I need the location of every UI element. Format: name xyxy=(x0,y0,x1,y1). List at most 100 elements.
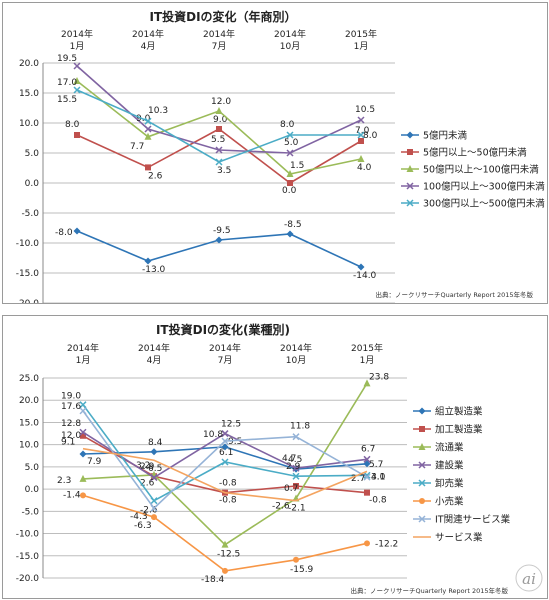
data-point xyxy=(80,492,86,499)
data-label: 2.7 xyxy=(351,474,365,484)
y-tick-label: 0.0 xyxy=(25,179,40,189)
data-label: -4.3 xyxy=(130,512,148,522)
data-point xyxy=(286,131,294,139)
data-point xyxy=(357,116,365,124)
data-label: 12.0 xyxy=(61,431,81,441)
x-category-label: 2015年 1月 xyxy=(351,342,383,366)
data-point xyxy=(144,117,152,125)
y-tick-label: -15.0 xyxy=(16,552,40,562)
legend-marker xyxy=(418,461,426,469)
data-point xyxy=(286,170,294,177)
y-tick-label: 0.0 xyxy=(25,485,40,495)
data-point xyxy=(293,483,299,489)
data-label: 2.6 xyxy=(148,171,163,181)
data-label: -0.8 xyxy=(219,496,237,506)
data-label: -2.6 xyxy=(272,502,290,512)
data-point xyxy=(293,556,299,563)
data-point xyxy=(287,180,293,186)
data-label: -0.8 xyxy=(219,479,237,489)
data-label: 9.1 xyxy=(61,438,75,448)
x-category-label: 2014年 10月 xyxy=(280,342,312,366)
chart-by-revenue: IT投資DIの変化（年商別） 20.0 15.0 10.0 5.0 0.0 -5.0 -10.… xyxy=(16,9,545,303)
y-tick-label: -5.0 xyxy=(21,209,39,219)
series-group: 19.5 9.0 5.5 5.0 10.5 100億円以上～300億円未満 xyxy=(57,54,545,193)
data-label: 7.9 xyxy=(87,457,102,467)
data-label: 11.8 xyxy=(290,422,310,432)
data-point xyxy=(150,497,158,505)
data-point xyxy=(79,407,87,415)
data-label: -8.5 xyxy=(284,220,302,230)
data-point xyxy=(150,474,158,482)
legend-label: 100億円以上～300億円未満 xyxy=(423,181,545,193)
data-point xyxy=(215,236,223,244)
series-group: 19.0 -2.6 6.1 2.9 3.1 卸売業 xyxy=(61,392,464,516)
data-label: -12.2 xyxy=(375,539,398,549)
legend-label: IT関連サービス業 xyxy=(435,514,511,526)
data-label: -1.4 xyxy=(63,490,81,500)
y-tick-label: -20.0 xyxy=(16,299,40,303)
data-label: 6.5 xyxy=(148,464,162,474)
data-point xyxy=(151,514,157,521)
x-category-label: 2014年 1月 xyxy=(61,28,93,52)
legend-label: 流通業 xyxy=(435,442,464,454)
x-category-label: 2014年 4月 xyxy=(132,28,164,52)
data-label: 8.4 xyxy=(148,438,163,448)
y-tick-label: -10.0 xyxy=(16,530,40,540)
data-point xyxy=(144,125,152,133)
data-label: 10.3 xyxy=(148,106,168,116)
data-point xyxy=(363,455,371,463)
data-point xyxy=(150,504,158,512)
data-label: 1.5 xyxy=(290,161,304,171)
data-label: 7.7 xyxy=(130,142,144,152)
data-point xyxy=(215,107,223,114)
data-label: 19.5 xyxy=(57,54,77,64)
data-label: 12.5 xyxy=(221,420,241,430)
data-point xyxy=(357,263,365,271)
data-point xyxy=(145,164,151,171)
data-point xyxy=(215,158,223,166)
series-group: 17.6 -4.3 10.8 11.8 2.7 IT関連サービス業 xyxy=(61,402,511,526)
data-label: -13.0 xyxy=(142,265,166,275)
data-label: -2.1 xyxy=(288,503,306,513)
data-label: 4.0 xyxy=(371,472,386,482)
data-point xyxy=(79,450,87,458)
y-tick-label: 15.0 xyxy=(19,418,39,428)
data-point xyxy=(358,138,364,144)
data-point xyxy=(364,540,370,547)
data-point xyxy=(216,126,222,132)
x-category-label: 2014年 7月 xyxy=(209,342,241,366)
legend-marker xyxy=(406,199,414,207)
chart-panel-by-industry: IT投資DIの変化(業種別) 25.0 20.0 15.0 10.0 5.0 0.0 -5.0… xyxy=(2,315,548,599)
data-label: 0.7 xyxy=(284,484,298,494)
data-label: 2.3 xyxy=(57,476,71,486)
data-label: 9.5 xyxy=(228,437,242,447)
data-label: 10.8 xyxy=(203,430,223,440)
data-point xyxy=(221,540,229,548)
data-point xyxy=(292,464,300,472)
data-label: 7.0 xyxy=(355,126,370,136)
legend-marker xyxy=(418,407,426,415)
legend-marker xyxy=(418,515,426,523)
data-label: 17.0 xyxy=(57,78,77,88)
data-label: -2.6 xyxy=(140,506,158,516)
legend-label: 卸売業 xyxy=(435,478,464,490)
data-label: 6.7 xyxy=(361,444,375,454)
data-label: 5.0 xyxy=(284,138,299,148)
legend-marker xyxy=(418,443,426,450)
data-point xyxy=(79,428,87,436)
data-point xyxy=(221,437,229,445)
data-point xyxy=(292,472,300,480)
data-label: 5.7 xyxy=(369,460,383,470)
data-label: 9.0 xyxy=(213,115,228,125)
y-tick-label: -10.0 xyxy=(16,239,40,249)
data-label: -14.0 xyxy=(353,271,377,281)
data-point xyxy=(286,230,294,238)
data-label: 12.8 xyxy=(61,419,81,429)
data-label: -8.0 xyxy=(55,228,73,238)
data-label: 3.1 xyxy=(371,472,385,482)
data-label: 15.5 xyxy=(57,95,77,105)
data-point xyxy=(357,155,365,162)
source-note: 出典：ノークリサーチQuarterly Report 2015年冬版 xyxy=(376,290,534,299)
data-point xyxy=(79,401,87,409)
data-label: 8.0 xyxy=(65,120,80,130)
